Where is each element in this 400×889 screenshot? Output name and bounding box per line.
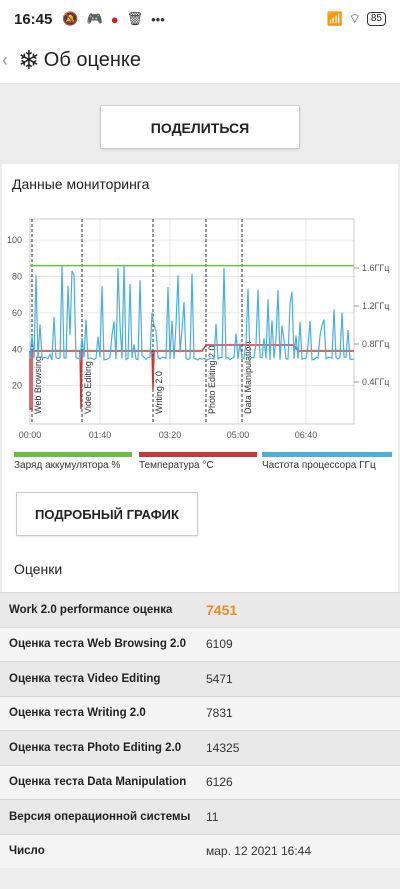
status-right: 📶 ⌔ 85 xyxy=(326,11,386,27)
phase-label: Data Manipulation xyxy=(243,341,253,414)
y-left-tick-label: 20 xyxy=(12,381,22,391)
phase-label: Writing 2.0 xyxy=(154,371,164,414)
y-left-tick-label: 100 xyxy=(7,235,22,245)
app-bar: ‹ ❄ Об оценке xyxy=(0,38,400,84)
score-label: Число xyxy=(9,845,45,858)
score-row: Оценка теста Writing 2.0 7831 xyxy=(0,695,400,730)
score-row: Число мар. 12 2021 16:44 xyxy=(0,833,400,868)
score-row: Оценка теста Data Manipulation 6126 xyxy=(0,764,400,799)
trash-icon: 🗑 xyxy=(126,11,144,26)
x-tick-label: 03:20 xyxy=(159,430,182,440)
plot-frame xyxy=(29,218,355,425)
snowflake-logo-icon: ❄ xyxy=(18,45,40,75)
game-icon: 🎮 xyxy=(86,11,103,26)
page-title: Об оценке xyxy=(43,49,141,71)
y-left-tick-label: 80 xyxy=(12,272,22,282)
app-icon: ● xyxy=(110,11,119,27)
phase-label: Photo Editing 2.0 xyxy=(207,345,217,414)
x-tick-label: 05:00 xyxy=(227,430,250,440)
cpu-frequency-line xyxy=(29,264,355,361)
score-row: Оценка теста Photo Editing 2.0 14325 xyxy=(0,730,400,765)
score-label: Оценка теста Web Browsing 2.0 xyxy=(9,638,187,651)
back-icon[interactable]: ‹ xyxy=(2,50,8,70)
phase-label: Web Browsing xyxy=(33,356,43,414)
score-label: Оценка теста Data Manipulation xyxy=(9,776,187,789)
score-label: Work 2.0 performance оценка xyxy=(9,603,173,616)
x-tick-label: 00:00 xyxy=(19,430,42,440)
y-left-tick-label: 60 xyxy=(12,308,22,318)
more-icon: ••• xyxy=(151,11,165,27)
monitoring-card: Данные мониторинга 20 40 60 80 100 00:00 01:40… xyxy=(2,164,398,594)
score-value: 7831 xyxy=(206,706,233,721)
detail-chart-button[interactable]: ПОДРОБНЫЙ ГРАФИК xyxy=(16,492,198,536)
mute-icon: 🔕 xyxy=(62,11,79,26)
score-value: 14325 xyxy=(206,740,240,755)
share-button[interactable]: ПОДЕЛИТЬСЯ xyxy=(100,105,300,149)
monitoring-title: Данные мониторинга xyxy=(12,176,150,192)
score-value: 6126 xyxy=(206,775,233,790)
score-row: Work 2.0 performance оценка 7451 xyxy=(0,592,400,627)
wifi-icon: ⌔ xyxy=(348,11,361,26)
scores-title: Оценки xyxy=(14,561,63,577)
score-label: Версия операционной системы xyxy=(9,810,191,823)
x-tick-label: 01:40 xyxy=(89,430,112,440)
score-label: Оценка теста Photo Editing 2.0 xyxy=(9,741,182,754)
status-icons: 🔕 🎮 ● 🗑 ••• xyxy=(62,11,164,27)
score-row: Версия операционной системы 11 xyxy=(0,799,400,834)
score-value: 11 xyxy=(206,809,219,824)
score-row: Оценка теста Video Editing 5471 xyxy=(0,661,400,696)
monitoring-chart: 20 40 60 80 100 00:00 01:40 03:20 05:00 06:40 0.4Г… xyxy=(7,218,389,440)
legend-battery: Заряд аккумулятора % xyxy=(14,452,132,482)
score-value: 6109 xyxy=(206,637,233,652)
y-left-tick-label: 40 xyxy=(12,344,22,354)
share-area: ПОДЕЛИТЬСЯ xyxy=(0,90,400,160)
y-right-tick-label: 0.8ГГц xyxy=(362,339,389,349)
y-right-tick-label: 1.2ГГц xyxy=(362,301,389,311)
temperature-line xyxy=(29,344,354,410)
y-right-tick-label: 1.6ГГц xyxy=(362,263,389,273)
score-value: 7451 xyxy=(206,601,238,618)
score-value: мар. 12 2021 16:44 xyxy=(206,844,312,859)
score-value: 5471 xyxy=(206,671,233,686)
status-time: 16:45 xyxy=(14,10,53,28)
score-label: Оценка теста Video Editing xyxy=(9,672,161,685)
legend-cpu-frequency: Частота процессора ГГц xyxy=(262,452,392,482)
x-tick-label: 06:40 xyxy=(295,430,318,440)
y-right-tick-label: 0.4ГГц xyxy=(362,377,389,387)
scores-table: Work 2.0 performance оценка 7451 Оценка те… xyxy=(0,592,400,868)
score-row: Оценка теста Web Browsing 2.0 6109 xyxy=(0,626,400,661)
score-label: Оценка теста Writing 2.0 xyxy=(9,707,146,720)
phase-label: Video Editing xyxy=(83,361,93,414)
signal-icon: 📶 xyxy=(326,11,343,26)
status-bar: 16:45 🔕 🎮 ● 🗑 ••• 📶 ⌔ 85 xyxy=(0,0,400,38)
legend-temperature: Температура °C xyxy=(139,452,257,482)
battery-indicator: 85 xyxy=(366,12,386,26)
